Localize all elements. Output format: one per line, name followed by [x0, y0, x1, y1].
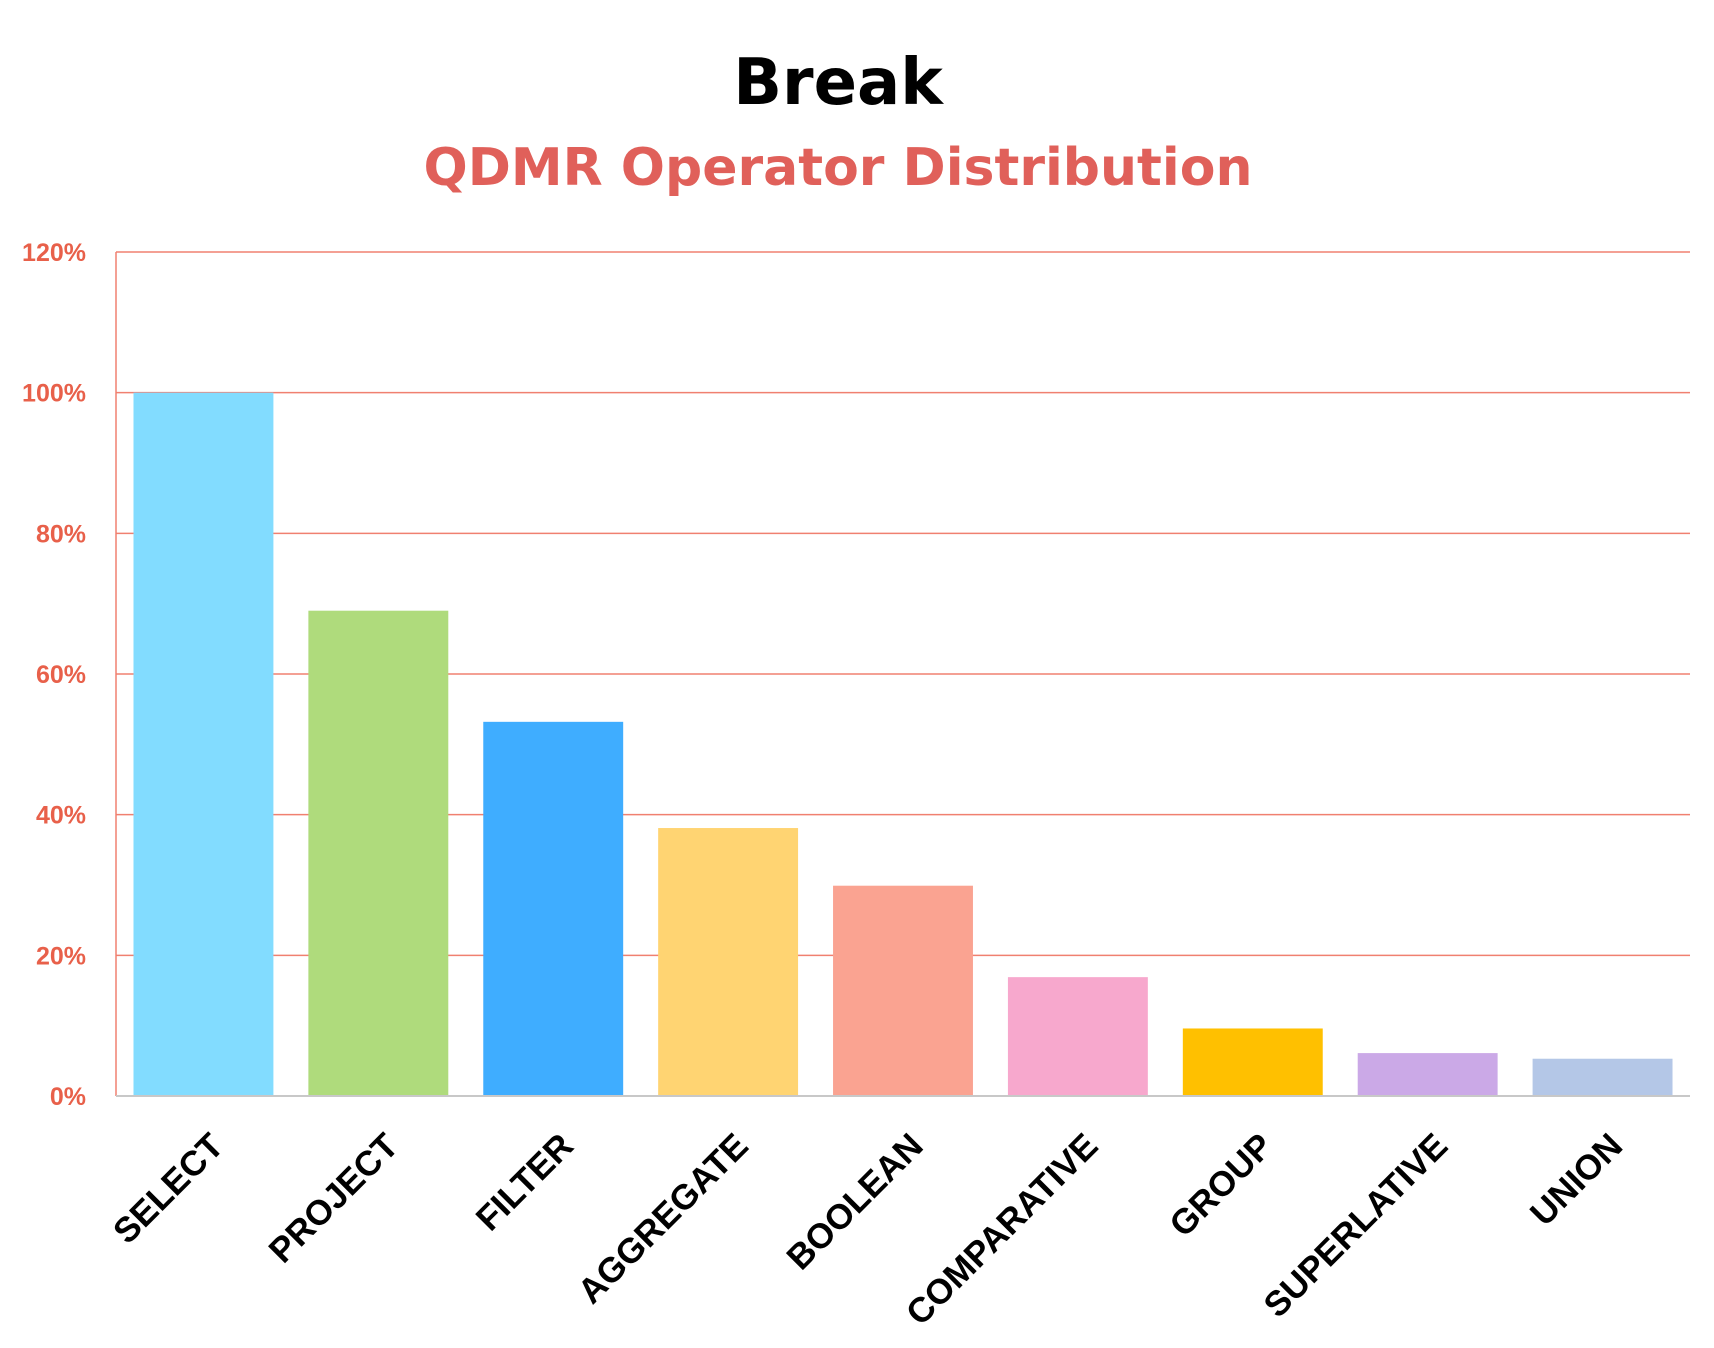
- y-axis-labels: 0% 20% 40% 60% 80% 100% 120%: [22, 239, 86, 1111]
- x-tick-label-project: PROJECT: [262, 1126, 406, 1270]
- y-tick-label: 60%: [36, 661, 86, 689]
- bars: [133, 392, 1673, 1097]
- bar-superlative: [1357, 1053, 1498, 1096]
- bar-filter: [483, 721, 624, 1096]
- bar-boolean: [833, 885, 973, 1096]
- bar-group: [1182, 1028, 1323, 1096]
- x-tick-label-boolean: BOOLEAN: [779, 1126, 930, 1277]
- y-tick-label: 100%: [22, 380, 86, 408]
- x-tick-label-select: SELECT: [106, 1126, 231, 1251]
- bar-select: [133, 392, 274, 1097]
- y-tick-label: 40%: [36, 802, 86, 830]
- chart-title: Break: [733, 46, 944, 120]
- y-tick-label: 80%: [36, 520, 86, 548]
- bar-aggregate: [658, 828, 799, 1096]
- bar-project: [308, 610, 449, 1096]
- chart-subtitle: QDMR Operator Distribution: [424, 138, 1253, 198]
- x-tick-label-group: GROUP: [1162, 1126, 1280, 1244]
- x-tick-label-filter: FILTER: [469, 1126, 581, 1238]
- x-tick-label-union: UNION: [1523, 1126, 1630, 1233]
- x-tick-label-aggregate: AGGREGATE: [571, 1126, 756, 1311]
- y-tick-label: 120%: [22, 239, 86, 267]
- bar-comparative: [1007, 977, 1148, 1096]
- x-tick-label-superlative: SUPERLATIVE: [1256, 1126, 1455, 1325]
- y-tick-label: 20%: [36, 942, 86, 970]
- x-tick-label-comparative: COMPARATIVE: [899, 1126, 1106, 1333]
- bar-union: [1532, 1058, 1673, 1096]
- y-tick-label: 0%: [50, 1083, 86, 1111]
